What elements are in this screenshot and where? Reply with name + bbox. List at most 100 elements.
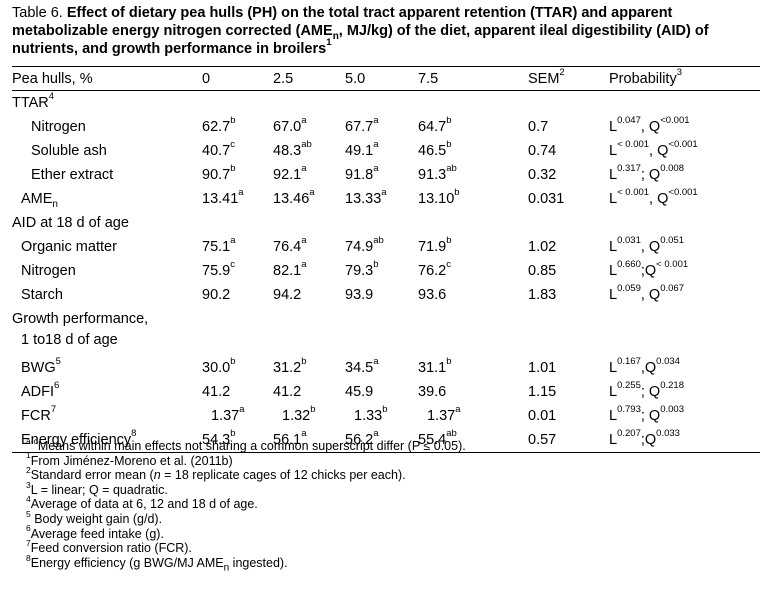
table-row: BWG5 30.0b 31.2b 34.5a 31.1b 1.01 L0.167…: [12, 356, 760, 380]
row-label: BWG5: [21, 356, 61, 376]
cell-2-5: 56.1a: [273, 428, 307, 448]
cell-5-0: 91.8a: [345, 163, 379, 183]
cell-2-5: 76.4a: [273, 235, 307, 255]
row-label: Soluble ash: [31, 143, 107, 159]
cell-0: 75.9c: [202, 259, 235, 279]
table-row: AMEn 13.41a 13.46a 13.33a 13.10b 0.031 L…: [12, 187, 760, 211]
header-rule: [12, 90, 760, 91]
cell-probability: L< 0.001, Q<0.001: [609, 187, 698, 207]
section-aid: AID at 18 d of age: [12, 211, 760, 235]
cell-7-5: 55.4ab: [418, 428, 457, 448]
footnote: 5 Body weight gain (g/d).: [26, 508, 163, 526]
cell-0: 90.7b: [202, 163, 236, 183]
table-footnotes: a-cMeans within main effects not sharing…: [26, 435, 466, 573]
cell-probability: L0.059, Q0.067: [609, 283, 684, 303]
cell-sem: 0.01: [528, 408, 557, 424]
footnote: a-cMeans within main effects not sharing…: [26, 435, 466, 453]
row-label: Energy efficiency8: [21, 428, 137, 448]
cell-sem: 0.57: [528, 432, 557, 448]
cell-sem: 1.01: [528, 360, 557, 376]
cell-0: 30.0b: [202, 356, 236, 376]
cell-0: 54.3b: [202, 428, 236, 448]
cell-0: 41.2: [202, 384, 231, 400]
cell-2-5: 48.3ab: [273, 139, 312, 159]
table-row: ADFI6 41.2 41.2 45.9 39.6 1.15 L0.255; Q…: [12, 380, 760, 404]
cell-5-0: 79.3b: [345, 259, 379, 279]
section-growth: Growth performance,: [12, 307, 760, 331]
cell-5-0: 74.9ab: [345, 235, 384, 255]
cell-2-5: 41.2: [273, 384, 302, 400]
cell-7-5: 13.10b: [418, 187, 460, 207]
cell-5-0: 34.5a: [345, 356, 379, 376]
footnote: 1From Jiménez-Moreno et al. (2011b): [26, 450, 233, 468]
table-row: Nitrogen 75.9c 82.1a 79.3b 76.2c 0.85 L0…: [12, 259, 760, 283]
header-label: Pea hulls, %: [12, 71, 93, 87]
cell-7-5: 76.2c: [418, 259, 451, 279]
cell-7-5: 64.7b: [418, 115, 452, 135]
cell-7-5: 93.6: [418, 287, 447, 303]
cell-7-5: 46.5b: [418, 139, 452, 159]
cell-0: 62.7b: [202, 115, 236, 135]
cell-7-5: 71.9b: [418, 235, 452, 255]
cell-7-5: 91.3ab: [418, 163, 457, 183]
row-label: Organic matter: [21, 239, 117, 255]
cell-0: 40.7c: [202, 139, 235, 159]
cell-5-0: 45.9: [345, 384, 374, 400]
cell-0: 1.37a: [211, 404, 245, 424]
cell-sem: 0.32: [528, 167, 557, 183]
header-sem: SEM2: [528, 67, 565, 87]
table-row: Starch 90.2 94.2 93.9 93.6 1.83 L0.059, …: [12, 283, 760, 307]
row-label: FCR7: [21, 404, 57, 424]
cell-probability: L0.793; Q0.003: [609, 404, 684, 424]
cell-sem: 0.74: [528, 143, 557, 159]
row-label: TTAR4: [12, 91, 55, 111]
cell-2-5: 13.46a: [273, 187, 315, 207]
row-label: Starch: [21, 287, 63, 303]
row-label: ADFI6: [21, 380, 60, 400]
table-header-row: Pea hulls, % 0 2.5 5.0 7.5 SEM2 Probabil…: [12, 67, 760, 91]
header-probability: Probability3: [609, 67, 682, 87]
row-label: Ether extract: [31, 167, 114, 183]
cell-sem: 1.15: [528, 384, 557, 400]
cell-7-5: 39.6: [418, 384, 447, 400]
cell-5-0: 1.33b: [354, 404, 388, 424]
cell-5-0: 67.7a: [345, 115, 379, 135]
cell-5-0: 56.2a: [345, 428, 379, 448]
cell-probability: L0.255; Q0.218: [609, 380, 684, 400]
table-row: Organic matter 75.1a 76.4a 74.9ab 71.9b …: [12, 235, 760, 259]
section-ttar: TTAR4: [12, 91, 760, 115]
header-col-5-0: 5.0: [345, 71, 366, 87]
row-label: AMEn: [21, 191, 58, 210]
cell-0: 13.41a: [202, 187, 244, 207]
section-growth-sub: 1 to18 d of age: [12, 328, 760, 352]
table-caption: Table 6. Effect of dietary pea hulls (PH…: [12, 4, 762, 58]
cell-2-5: 67.0a: [273, 115, 307, 135]
cell-2-5: 92.1a: [273, 163, 307, 183]
cell-7-5: 1.37a: [427, 404, 461, 424]
cell-probability: L0.167,Q0.034: [609, 356, 680, 376]
footnote: 7Feed conversion ratio (FCR).: [26, 538, 192, 556]
table-row: Nitrogen 62.7b 67.0a 67.7a 64.7b 0.7 L0.…: [12, 115, 760, 139]
footnote: 6Average feed intake (g).: [26, 523, 164, 541]
cell-sem: 0.85: [528, 263, 557, 279]
header-col-0: 0: [202, 71, 211, 87]
table-top-rule: [12, 66, 760, 67]
footnote: 4Average of data at 6, 12 and 18 d of ag…: [26, 494, 258, 512]
table-row: Energy efficiency8 54.3b 56.1a 56.2a 55.…: [12, 428, 760, 452]
footnote: 3L = linear; Q = quadratic.: [26, 479, 168, 497]
row-label: 1 to18 d of age: [21, 332, 118, 348]
cell-5-0: 93.9: [345, 287, 374, 303]
row-label: AID at 18 d of age: [12, 215, 129, 231]
cell-probability: L0.317; Q0.008: [609, 163, 684, 183]
footnote: 2Standard error mean (n = 18 replicate c…: [26, 465, 406, 483]
row-label: Nitrogen: [21, 263, 76, 279]
table-row: Ether extract 90.7b 92.1a 91.8a 91.3ab 0…: [12, 163, 760, 187]
cell-probability: L< 0.001, Q<0.001: [609, 139, 698, 159]
cell-probability: L0.047, Q<0.001: [609, 115, 690, 135]
table-row: Soluble ash 40.7c 48.3ab 49.1a 46.5b 0.7…: [12, 139, 760, 163]
table-bottom-rule: [12, 452, 760, 453]
cell-5-0: 49.1a: [345, 139, 379, 159]
cell-probability: L0.031, Q0.051: [609, 235, 684, 255]
caption-title: Effect of dietary pea hulls (PH) on the …: [12, 5, 709, 57]
cell-2-5: 94.2: [273, 287, 302, 303]
